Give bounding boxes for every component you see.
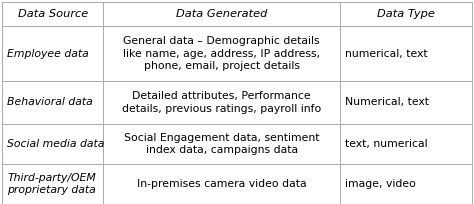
Text: Data Source: Data Source	[18, 9, 88, 19]
Text: Data Type: Data Type	[377, 9, 435, 19]
Text: Social Engagement data, sentiment
index data, campaigns data: Social Engagement data, sentiment index …	[124, 133, 319, 155]
Text: Third-party/OEM
proprietary data: Third-party/OEM proprietary data	[7, 173, 96, 195]
Text: Behavioral data: Behavioral data	[7, 98, 93, 108]
Text: Numerical, text: Numerical, text	[345, 98, 429, 108]
Text: Detailed attributes, Performance
details, previous ratings, payroll info: Detailed attributes, Performance details…	[122, 91, 321, 114]
Text: General data – Demographic details
like name, age, address, IP address,
phone, e: General data – Demographic details like …	[123, 36, 320, 71]
Text: Social media data: Social media data	[7, 139, 104, 149]
Text: In-premises camera video data: In-premises camera video data	[137, 179, 307, 189]
Text: Data Generated: Data Generated	[176, 9, 267, 19]
Text: numerical, text: numerical, text	[345, 49, 428, 59]
Text: image, video: image, video	[345, 179, 416, 189]
Text: text, numerical: text, numerical	[345, 139, 428, 149]
Text: Employee data: Employee data	[7, 49, 89, 59]
